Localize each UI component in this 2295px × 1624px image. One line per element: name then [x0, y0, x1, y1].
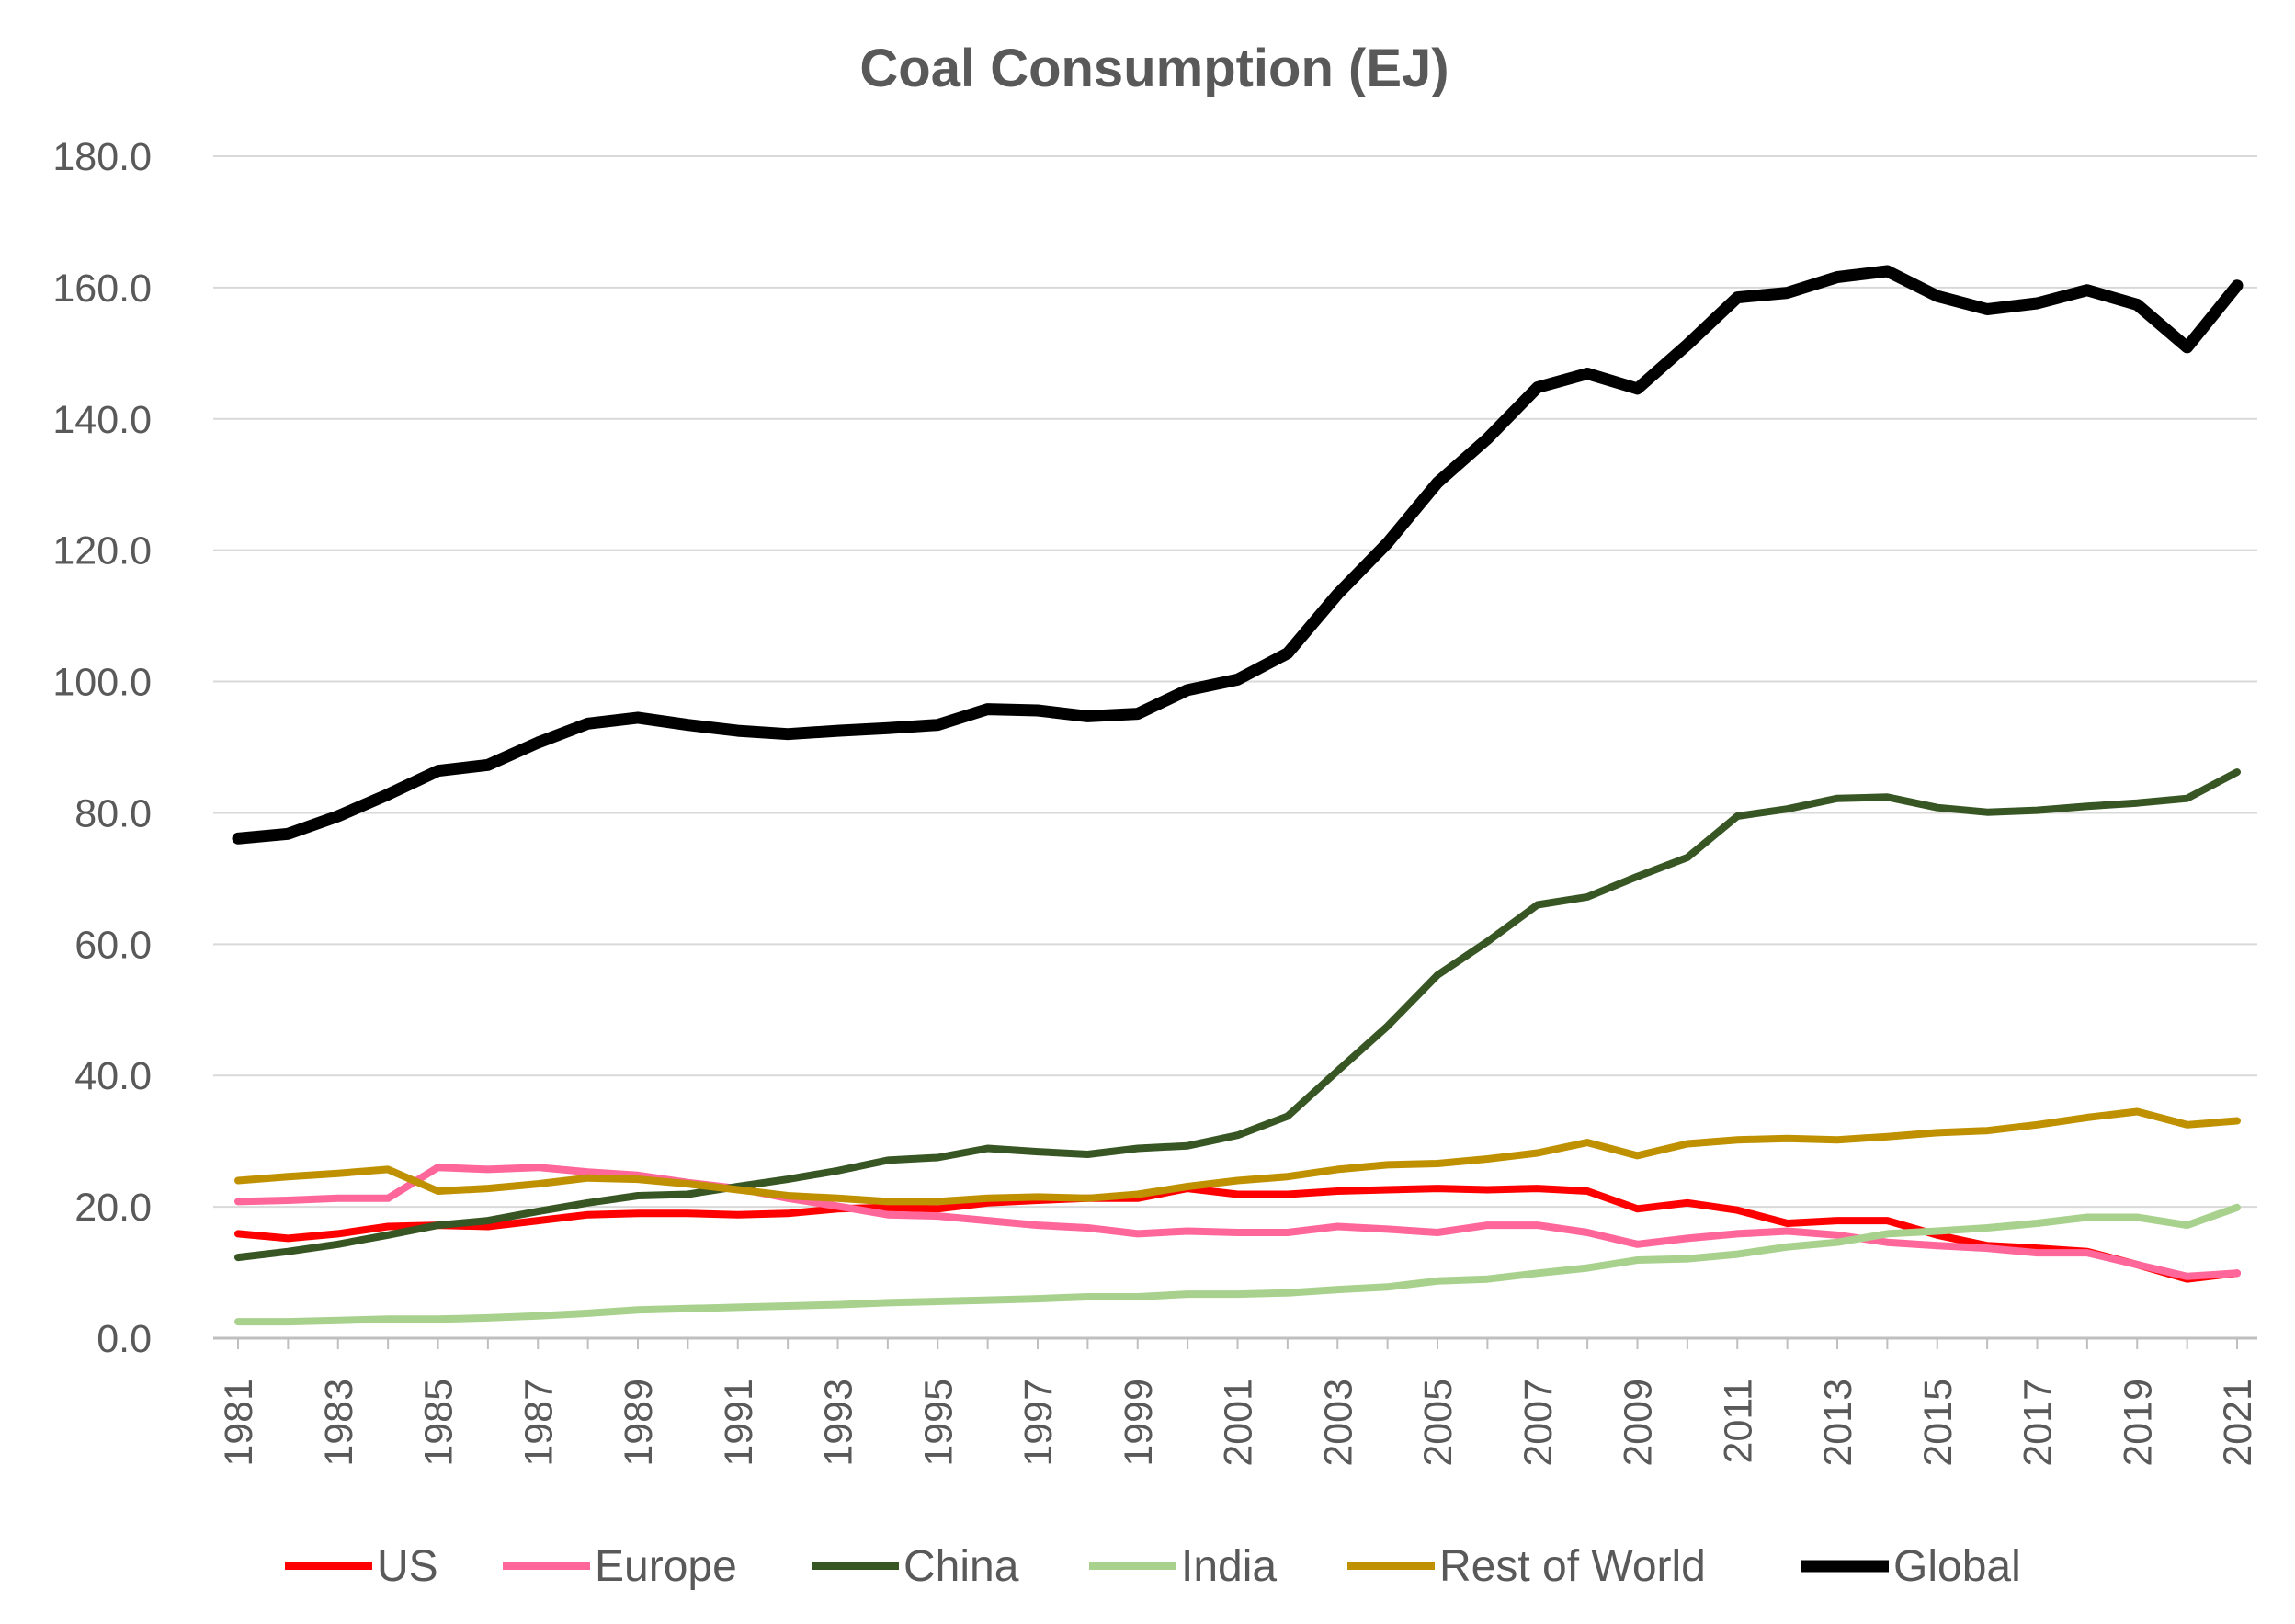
series-lines: [232, 265, 2244, 1326]
y-tick-label: 100.0: [52, 661, 152, 705]
x-tick-label: 2017: [2017, 1379, 2061, 1467]
x-tick-label: 2021: [2216, 1379, 2260, 1467]
x-tick-label: 1999: [1117, 1379, 1161, 1467]
series-line-europe: [234, 1164, 2241, 1280]
y-tick-label: 140.0: [52, 398, 152, 442]
series-line-china: [234, 768, 2241, 1262]
legend-label: India: [1181, 1542, 1277, 1591]
legend-label: China: [903, 1542, 1019, 1591]
x-tick-label: 2009: [1617, 1379, 1661, 1467]
y-tick-label: 180.0: [52, 135, 152, 179]
x-tick-label: 1985: [417, 1379, 461, 1467]
x-tick-label: 1981: [217, 1379, 261, 1467]
x-tick-label: 2005: [1416, 1379, 1460, 1467]
legend-label: Europe: [595, 1542, 737, 1591]
x-tick-label: 1987: [517, 1379, 561, 1467]
legend-item-india: India: [1089, 1542, 1277, 1591]
y-tick-label: 40.0: [74, 1054, 152, 1098]
x-tick-label: 2003: [1316, 1379, 1360, 1467]
series-line-rest-of-world: [234, 1107, 2241, 1206]
series-line-global: [232, 265, 2244, 845]
x-tick-label: 1983: [317, 1379, 361, 1467]
legend-label: Rest of World: [1439, 1542, 1706, 1591]
x-tick-label: 2007: [1517, 1379, 1561, 1467]
y-tick-label: 160.0: [52, 267, 152, 311]
x-tick-label: 2011: [1716, 1379, 1760, 1463]
y-tick-label: 60.0: [74, 923, 152, 967]
y-tick-label: 20.0: [74, 1186, 152, 1230]
x-tick-label: 1993: [817, 1379, 861, 1467]
legend-label: Global: [1893, 1542, 2021, 1591]
x-axis-ticks: 1981 1983 1985 1987 1989 1991 1993 1995 1997 1999…: [217, 1338, 2260, 1467]
x-tick-label: 1995: [916, 1379, 960, 1467]
legend-item-us: US: [285, 1542, 438, 1591]
series-line-us: [234, 1185, 2241, 1283]
x-tick-label: 1989: [617, 1379, 661, 1467]
legend-item-global: Global: [1801, 1542, 2021, 1591]
x-tick-label: 2013: [1816, 1379, 1860, 1467]
y-tick-label: 120.0: [52, 529, 152, 574]
legend: US Europe China India Rest of World Global: [285, 1542, 2021, 1591]
legend-item-europe: Europe: [503, 1542, 737, 1591]
y-tick-label: 80.0: [74, 791, 152, 835]
y-tick-label: 0.0: [97, 1317, 152, 1361]
series-line-india: [234, 1203, 2241, 1326]
x-tick-label: 1991: [717, 1379, 761, 1467]
x-tick-label: 1997: [1017, 1379, 1061, 1467]
legend-item-rest-of-world: Rest of World: [1347, 1542, 1706, 1591]
x-tick-label: 2015: [1916, 1379, 1960, 1467]
x-tick-label: 2019: [2116, 1379, 2160, 1467]
y-axis-ticks: 0.0 20.0 40.0 60.0 80.0 100.0 120.0 140.0 160.0 1…: [52, 135, 152, 1361]
chart-title: Coal Consumption (EJ): [859, 39, 1449, 98]
x-tick-label: 2001: [1217, 1379, 1261, 1467]
legend-label: US: [377, 1542, 438, 1591]
legend-item-china: China: [812, 1542, 1019, 1591]
